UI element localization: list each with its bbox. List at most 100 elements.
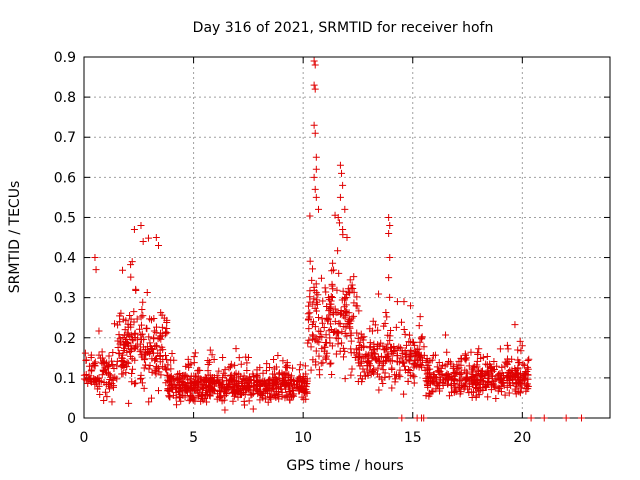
data-point (328, 267, 336, 275)
data-point (356, 352, 364, 360)
data-point (428, 388, 436, 396)
data-point (146, 362, 154, 370)
data-point (117, 338, 125, 346)
data-point (311, 129, 319, 137)
data-point (380, 346, 388, 354)
data-point (310, 81, 318, 89)
data-point (96, 391, 104, 399)
data-point (354, 377, 362, 385)
data-point (131, 333, 139, 341)
data-point (120, 359, 128, 367)
data-point (341, 329, 349, 337)
data-point (309, 332, 317, 340)
data-point (109, 374, 117, 382)
data-point (347, 371, 355, 379)
data-point (90, 361, 98, 369)
data-point (144, 234, 152, 242)
data-point (321, 284, 329, 292)
data-point (319, 297, 327, 305)
data-point (386, 254, 394, 262)
data-point (141, 349, 149, 357)
data-point (415, 356, 423, 364)
data-point (113, 357, 121, 365)
data-point (91, 358, 99, 366)
data-point (110, 382, 118, 390)
data-point (290, 390, 298, 398)
data-point (341, 205, 349, 213)
data-point (201, 373, 209, 381)
data-point (272, 363, 280, 371)
data-point (245, 383, 253, 391)
data-point (386, 221, 394, 229)
data-point (272, 375, 280, 383)
data-point (395, 358, 403, 366)
data-point (338, 339, 346, 347)
data-point (114, 343, 122, 351)
data-point (343, 309, 351, 317)
data-point (286, 381, 294, 389)
data-point (439, 361, 447, 369)
data-point (272, 393, 280, 401)
data-point (314, 313, 322, 321)
data-point (516, 337, 524, 345)
data-point (124, 331, 132, 339)
data-point (375, 373, 383, 381)
data-point (411, 350, 419, 358)
data-point (122, 317, 130, 325)
data-point (483, 352, 491, 360)
data-point (341, 375, 349, 383)
data-point (104, 362, 112, 370)
grid (84, 57, 610, 418)
data-point (123, 329, 131, 337)
data-point (125, 399, 133, 407)
data-point (322, 288, 330, 296)
data-point (385, 229, 393, 237)
data-point (383, 353, 391, 361)
data-point (338, 169, 346, 177)
data-point (316, 333, 324, 341)
data-point (503, 373, 511, 381)
y-axis-label: SRMTID / TECUs (7, 181, 23, 294)
data-point (463, 354, 471, 362)
data-point (407, 338, 415, 346)
data-point (357, 372, 365, 380)
data-point (501, 391, 509, 399)
data-point (337, 309, 345, 317)
data-point (105, 352, 113, 360)
data-point (315, 205, 323, 213)
data-point (243, 367, 251, 375)
data-point (140, 364, 148, 372)
data-point (210, 379, 218, 387)
data-point (311, 304, 319, 312)
data-point (120, 344, 128, 352)
data-point (347, 345, 355, 353)
data-point (331, 317, 339, 325)
data-point (398, 414, 406, 422)
data-point (221, 406, 229, 414)
data-point (431, 351, 439, 359)
data-point (143, 289, 151, 297)
data-point (263, 360, 271, 368)
data-point (336, 193, 344, 201)
data-point (145, 398, 153, 406)
data-point (87, 367, 95, 375)
data-point (381, 320, 389, 328)
data-point (313, 334, 321, 342)
data-point (239, 383, 247, 391)
data-point (114, 321, 122, 329)
data-point (382, 353, 390, 361)
data-point (139, 238, 147, 246)
data-point (275, 369, 283, 377)
data-point (346, 324, 354, 332)
data-point (312, 280, 320, 288)
data-point (132, 379, 140, 387)
data-point (195, 391, 203, 399)
data-point (512, 390, 520, 398)
data-point (240, 388, 248, 396)
data-point (367, 349, 375, 357)
data-point (152, 234, 160, 241)
data-point (396, 373, 404, 381)
data-point (137, 374, 145, 382)
data-point (327, 326, 335, 334)
data-point (190, 359, 198, 367)
